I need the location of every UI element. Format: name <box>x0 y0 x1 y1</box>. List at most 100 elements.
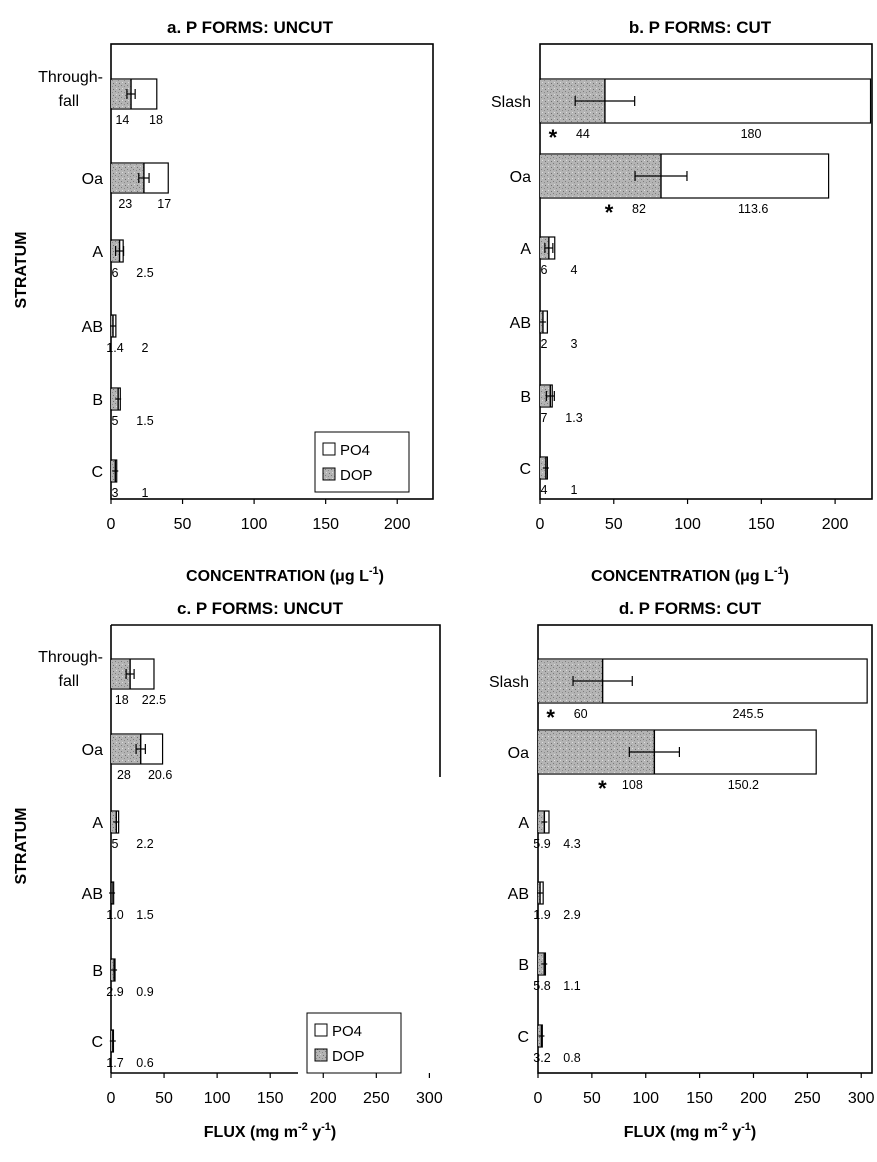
significance-asterisk: * <box>546 705 555 730</box>
category-label: B <box>518 957 529 974</box>
po4-value-label: 2.5 <box>136 266 153 280</box>
dop-value-label: 23 <box>118 197 132 211</box>
po4-value-label: 1.1 <box>563 979 580 993</box>
x-tick-label: 150 <box>312 516 339 533</box>
dop-value-label: 1.0 <box>106 908 123 922</box>
category-label: A <box>92 815 103 832</box>
po4-value-label: 245.5 <box>732 707 763 721</box>
legend-swatch-dop <box>314 1048 328 1062</box>
x-axis-title-superscript: -1 <box>369 565 379 577</box>
category-label: B <box>520 389 531 406</box>
legend-label-po4: PO4 <box>332 1023 362 1040</box>
po4-value-label: 1.5 <box>136 414 153 428</box>
legend-swatch-po4 <box>322 442 336 456</box>
panel-d: d. P FORMS: CUT 0 50 100 150 200 250 300 FLUX (m… <box>489 599 875 1141</box>
dop-value-label: 5.8 <box>533 979 550 993</box>
bar-dop <box>538 954 545 974</box>
bar-dop <box>538 812 545 832</box>
po4-value-label: 2.9 <box>563 908 580 922</box>
legend-swatch-po4 <box>314 1023 328 1037</box>
x-tick-label: 200 <box>740 1090 767 1107</box>
bar-dop <box>111 389 119 409</box>
category-label: C <box>91 464 103 481</box>
panel-title: c. P FORMS: UNCUT <box>177 599 344 618</box>
panel-title: d. P FORMS: CUT <box>619 599 762 618</box>
x-tick-label: 0 <box>534 1090 543 1107</box>
category-label: Slash <box>489 674 529 691</box>
panel-title: b. P FORMS: CUT <box>629 18 772 37</box>
dop-value-label: 6 <box>541 263 548 277</box>
legend: PO4 DOP <box>314 431 410 493</box>
dop-value-label: 60 <box>574 707 588 721</box>
x-axis-title-part: ) <box>379 568 384 585</box>
panel-a: a. P FORMS: UNCUT 0 50 100 150 200 CONCENTRATI… <box>13 18 434 585</box>
x-axis-title: CONCENTRATION (μg L-1) <box>186 565 384 585</box>
category-label: Oa <box>510 169 531 186</box>
legend-label-dop: DOP <box>332 1048 365 1065</box>
x-tick-label: 50 <box>174 516 192 533</box>
dop-value-label: 5.9 <box>533 837 550 851</box>
dop-value-label: 3.2 <box>533 1051 550 1065</box>
bar-dop <box>111 660 131 688</box>
dop-value-label: 44 <box>576 127 590 141</box>
x-tick-label: 50 <box>583 1090 601 1107</box>
x-axis-title-superscript: -1 <box>774 565 784 577</box>
po4-value-label: 0.6 <box>136 1056 153 1070</box>
dop-value-label: 82 <box>632 202 646 216</box>
dop-value-label: 5 <box>112 837 119 851</box>
category-label: AB <box>508 886 529 903</box>
x-axis-title: FLUX (mg m-2 y-1) <box>204 1121 336 1141</box>
po4-value-label: 113.6 <box>738 202 768 216</box>
x-axis-title-part: ) <box>331 1124 336 1141</box>
panel-title: a. P FORMS: UNCUT <box>167 18 334 37</box>
x-tick-label: 50 <box>605 516 623 533</box>
category-label: AB <box>82 319 103 336</box>
x-axis-title: CONCENTRATION (μg L-1) <box>591 565 789 585</box>
category-label: A <box>520 241 531 258</box>
dop-value-label: 1.9 <box>533 908 550 922</box>
x-tick-label: 200 <box>822 516 849 533</box>
dop-value-label: 5 <box>112 414 119 428</box>
y-axis-title: STRATUM <box>13 807 30 884</box>
dop-value-label: 2 <box>541 337 548 351</box>
po4-value-label: 0.8 <box>563 1051 580 1065</box>
x-tick-label: 0 <box>107 1090 116 1107</box>
category-label: Oa <box>508 745 529 762</box>
po4-value-label: 22.5 <box>142 693 166 707</box>
legend-label-dop: DOP <box>340 467 373 484</box>
category-label: Oa <box>82 171 103 188</box>
x-tick-label: 100 <box>632 1090 659 1107</box>
x-axis-title-part: CONCENTRATION (μg L <box>186 568 369 585</box>
panel-c: c. P FORMS: UNCUT 0 50 100 150 200 250 300 FLUX … <box>13 599 443 1141</box>
po4-value-label: 1.3 <box>565 411 582 425</box>
po4-value-label: 20.6 <box>148 768 172 782</box>
po4-value-label: 3 <box>571 337 578 351</box>
dop-value-label: 2.9 <box>106 985 123 999</box>
x-axis-title-superscript: -2 <box>298 1121 308 1133</box>
x-axis-title-part: ) <box>784 568 789 585</box>
category-label: A <box>92 244 103 261</box>
dop-value-label: 1.4 <box>106 341 123 355</box>
x-tick-label: 200 <box>384 516 411 533</box>
category-label: AB <box>510 315 531 332</box>
category-label: B <box>92 392 103 409</box>
category-label: Through- <box>38 649 103 666</box>
x-axis-title: FLUX (mg m-2 y-1) <box>624 1121 756 1141</box>
panel-b: b. P FORMS: CUT 0 50 100 150 200 CONCENTRATION… <box>491 18 873 585</box>
dop-value-label: 108 <box>622 778 643 792</box>
category-label: B <box>92 963 103 980</box>
dop-value-label: 4 <box>541 483 548 497</box>
dop-value-label: 1.7 <box>106 1056 123 1070</box>
x-axis-title-superscript: -1 <box>321 1121 331 1133</box>
po4-value-label: 4 <box>571 263 578 277</box>
category-label: C <box>517 1029 529 1046</box>
x-axis-title-part: y <box>728 1124 741 1141</box>
x-tick-label: 100 <box>241 516 268 533</box>
category-label: A <box>518 815 529 832</box>
plot-frame <box>110 43 434 500</box>
plot-frame <box>111 624 441 777</box>
po4-value-label: 2 <box>142 341 149 355</box>
legend-label-po4: PO4 <box>340 442 370 459</box>
significance-asterisk: * <box>605 200 614 225</box>
x-tick-label: 150 <box>748 516 775 533</box>
